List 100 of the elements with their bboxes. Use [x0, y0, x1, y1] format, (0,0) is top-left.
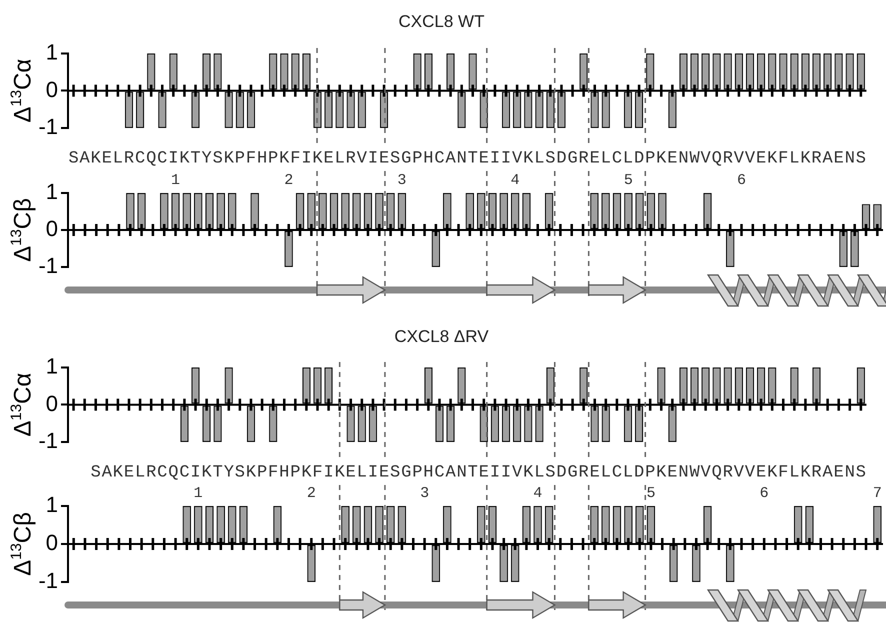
x-tick-label: F: [246, 150, 256, 169]
y-tick-label: 1: [46, 39, 58, 64]
x-tick-label: E: [478, 150, 489, 169]
x-tick-label: P: [645, 464, 656, 483]
x-tick-label: K: [767, 464, 778, 483]
x-tick-label: K: [334, 464, 346, 483]
x-tick-label: K: [279, 150, 290, 169]
x-tick-label: E: [667, 464, 678, 483]
x-tick-label: 2: [284, 172, 294, 189]
x-tick-label: L: [622, 150, 634, 169]
x-tick-label: K: [224, 150, 235, 169]
x-tick-label: A: [822, 150, 834, 169]
x-tick-label: F: [290, 150, 300, 169]
x-tick-label: E: [102, 150, 112, 169]
x-tick-label: I: [490, 150, 500, 169]
y-axis-title: Δ13Cβ: [8, 512, 37, 576]
x-tick-label: 6: [737, 172, 746, 189]
x-tick-label: K: [523, 150, 534, 169]
x-tick-label: L: [600, 150, 611, 169]
x-tick-label: Y: [224, 464, 234, 483]
x-tick-label: H: [279, 464, 290, 483]
x-tick-label: E: [478, 464, 489, 483]
x-tick-label: Q: [146, 150, 156, 169]
y-tick-label: 1: [46, 353, 58, 378]
x-tick-label: 3: [397, 172, 406, 189]
x-tick-label: V: [734, 464, 745, 483]
x-tick-label: T: [468, 464, 478, 483]
x-tick-label: E: [590, 150, 600, 169]
x-tick-label: K: [246, 464, 257, 483]
x-tick-label: E: [346, 464, 356, 483]
x-tick-label: K: [179, 150, 190, 169]
chart-title: CXCL8 WT: [398, 12, 484, 31]
x-tick-label: F: [778, 464, 788, 483]
x-tick-label: P: [290, 464, 300, 483]
y-tick-label: 0: [46, 390, 58, 416]
x-tick-label: A: [102, 464, 113, 483]
x-tick-label: K: [301, 464, 312, 483]
x-tick-label: 5: [646, 484, 656, 502]
x-tick-label: 1: [171, 172, 180, 189]
x-tick-label: T: [468, 150, 478, 169]
x-tick-label: G: [567, 464, 578, 483]
y-axis-title: Δ13Cα: [8, 372, 37, 437]
x-tick-label: N: [844, 150, 855, 169]
x-tick-label: V: [744, 464, 756, 483]
x-tick-label: S: [234, 464, 245, 483]
x-tick-label: K: [523, 464, 534, 483]
x-tick-label: L: [789, 150, 800, 169]
x-tick-label: E: [124, 464, 134, 483]
chart-title: CXCL8 ΔRV: [394, 326, 490, 346]
x-tick-label: V: [734, 150, 745, 169]
y-tick-label: 0: [46, 216, 58, 242]
x-tick-label: C: [612, 464, 622, 483]
x-tick-label: A: [822, 464, 834, 483]
x-tick-label: S: [212, 150, 223, 169]
x-tick-label: I: [323, 464, 334, 483]
x-tick-label: 6: [760, 484, 769, 502]
y-tick-label: 0: [46, 530, 58, 556]
x-tick-label: K: [767, 150, 778, 169]
x-tick-label: 1: [194, 484, 203, 502]
x-tick-label: R: [124, 150, 134, 169]
x-tick-label: N: [844, 464, 855, 483]
y-tick-label: -1: [38, 428, 58, 454]
x-tick-label: S: [545, 464, 556, 483]
y-tick-label: 0: [46, 76, 58, 102]
x-tick-label: L: [622, 464, 634, 483]
x-tick-label: H: [423, 150, 434, 169]
x-tick-label: V: [512, 150, 524, 169]
x-tick-label: R: [811, 150, 822, 169]
x-tick-label: I: [301, 150, 312, 169]
x-tick-label: W: [689, 464, 700, 483]
x-tick-label: S: [856, 150, 866, 169]
x-tick-label: G: [401, 150, 412, 169]
x-tick-label: N: [456, 150, 467, 169]
x-tick-label: I: [500, 150, 512, 169]
x-tick-label: S: [390, 150, 400, 169]
x-tick-label: C: [134, 150, 146, 169]
x-tick-label: V: [744, 150, 756, 169]
x-tick-label: 4: [510, 172, 520, 189]
x-tick-label: K: [202, 464, 213, 483]
y-axis-title: Δ13Cβ: [8, 198, 37, 262]
x-tick-label: R: [722, 150, 733, 169]
x-tick-label: K: [800, 150, 812, 169]
x-tick-label: L: [789, 464, 800, 483]
x-tick-label: A: [445, 464, 456, 483]
x-tick-label: 5: [624, 172, 633, 189]
x-tick-label: C: [434, 464, 445, 483]
x-tick-label: C: [157, 464, 168, 483]
x-tick-label: C: [157, 150, 168, 169]
x-tick-label: S: [390, 464, 400, 483]
x-tick-label: 2: [306, 484, 316, 502]
x-tick-label: C: [612, 150, 622, 169]
x-tick-label: P: [645, 150, 656, 169]
x-tick-label: I: [168, 150, 178, 169]
x-tick-label: W: [689, 150, 700, 169]
x-tick-label: V: [356, 150, 368, 169]
x-tick-label: G: [567, 150, 578, 169]
x-tick-label: E: [834, 464, 844, 483]
x-tick-label: D: [634, 150, 644, 169]
x-tick-label: E: [378, 464, 390, 483]
x-tick-label: E: [323, 150, 334, 169]
